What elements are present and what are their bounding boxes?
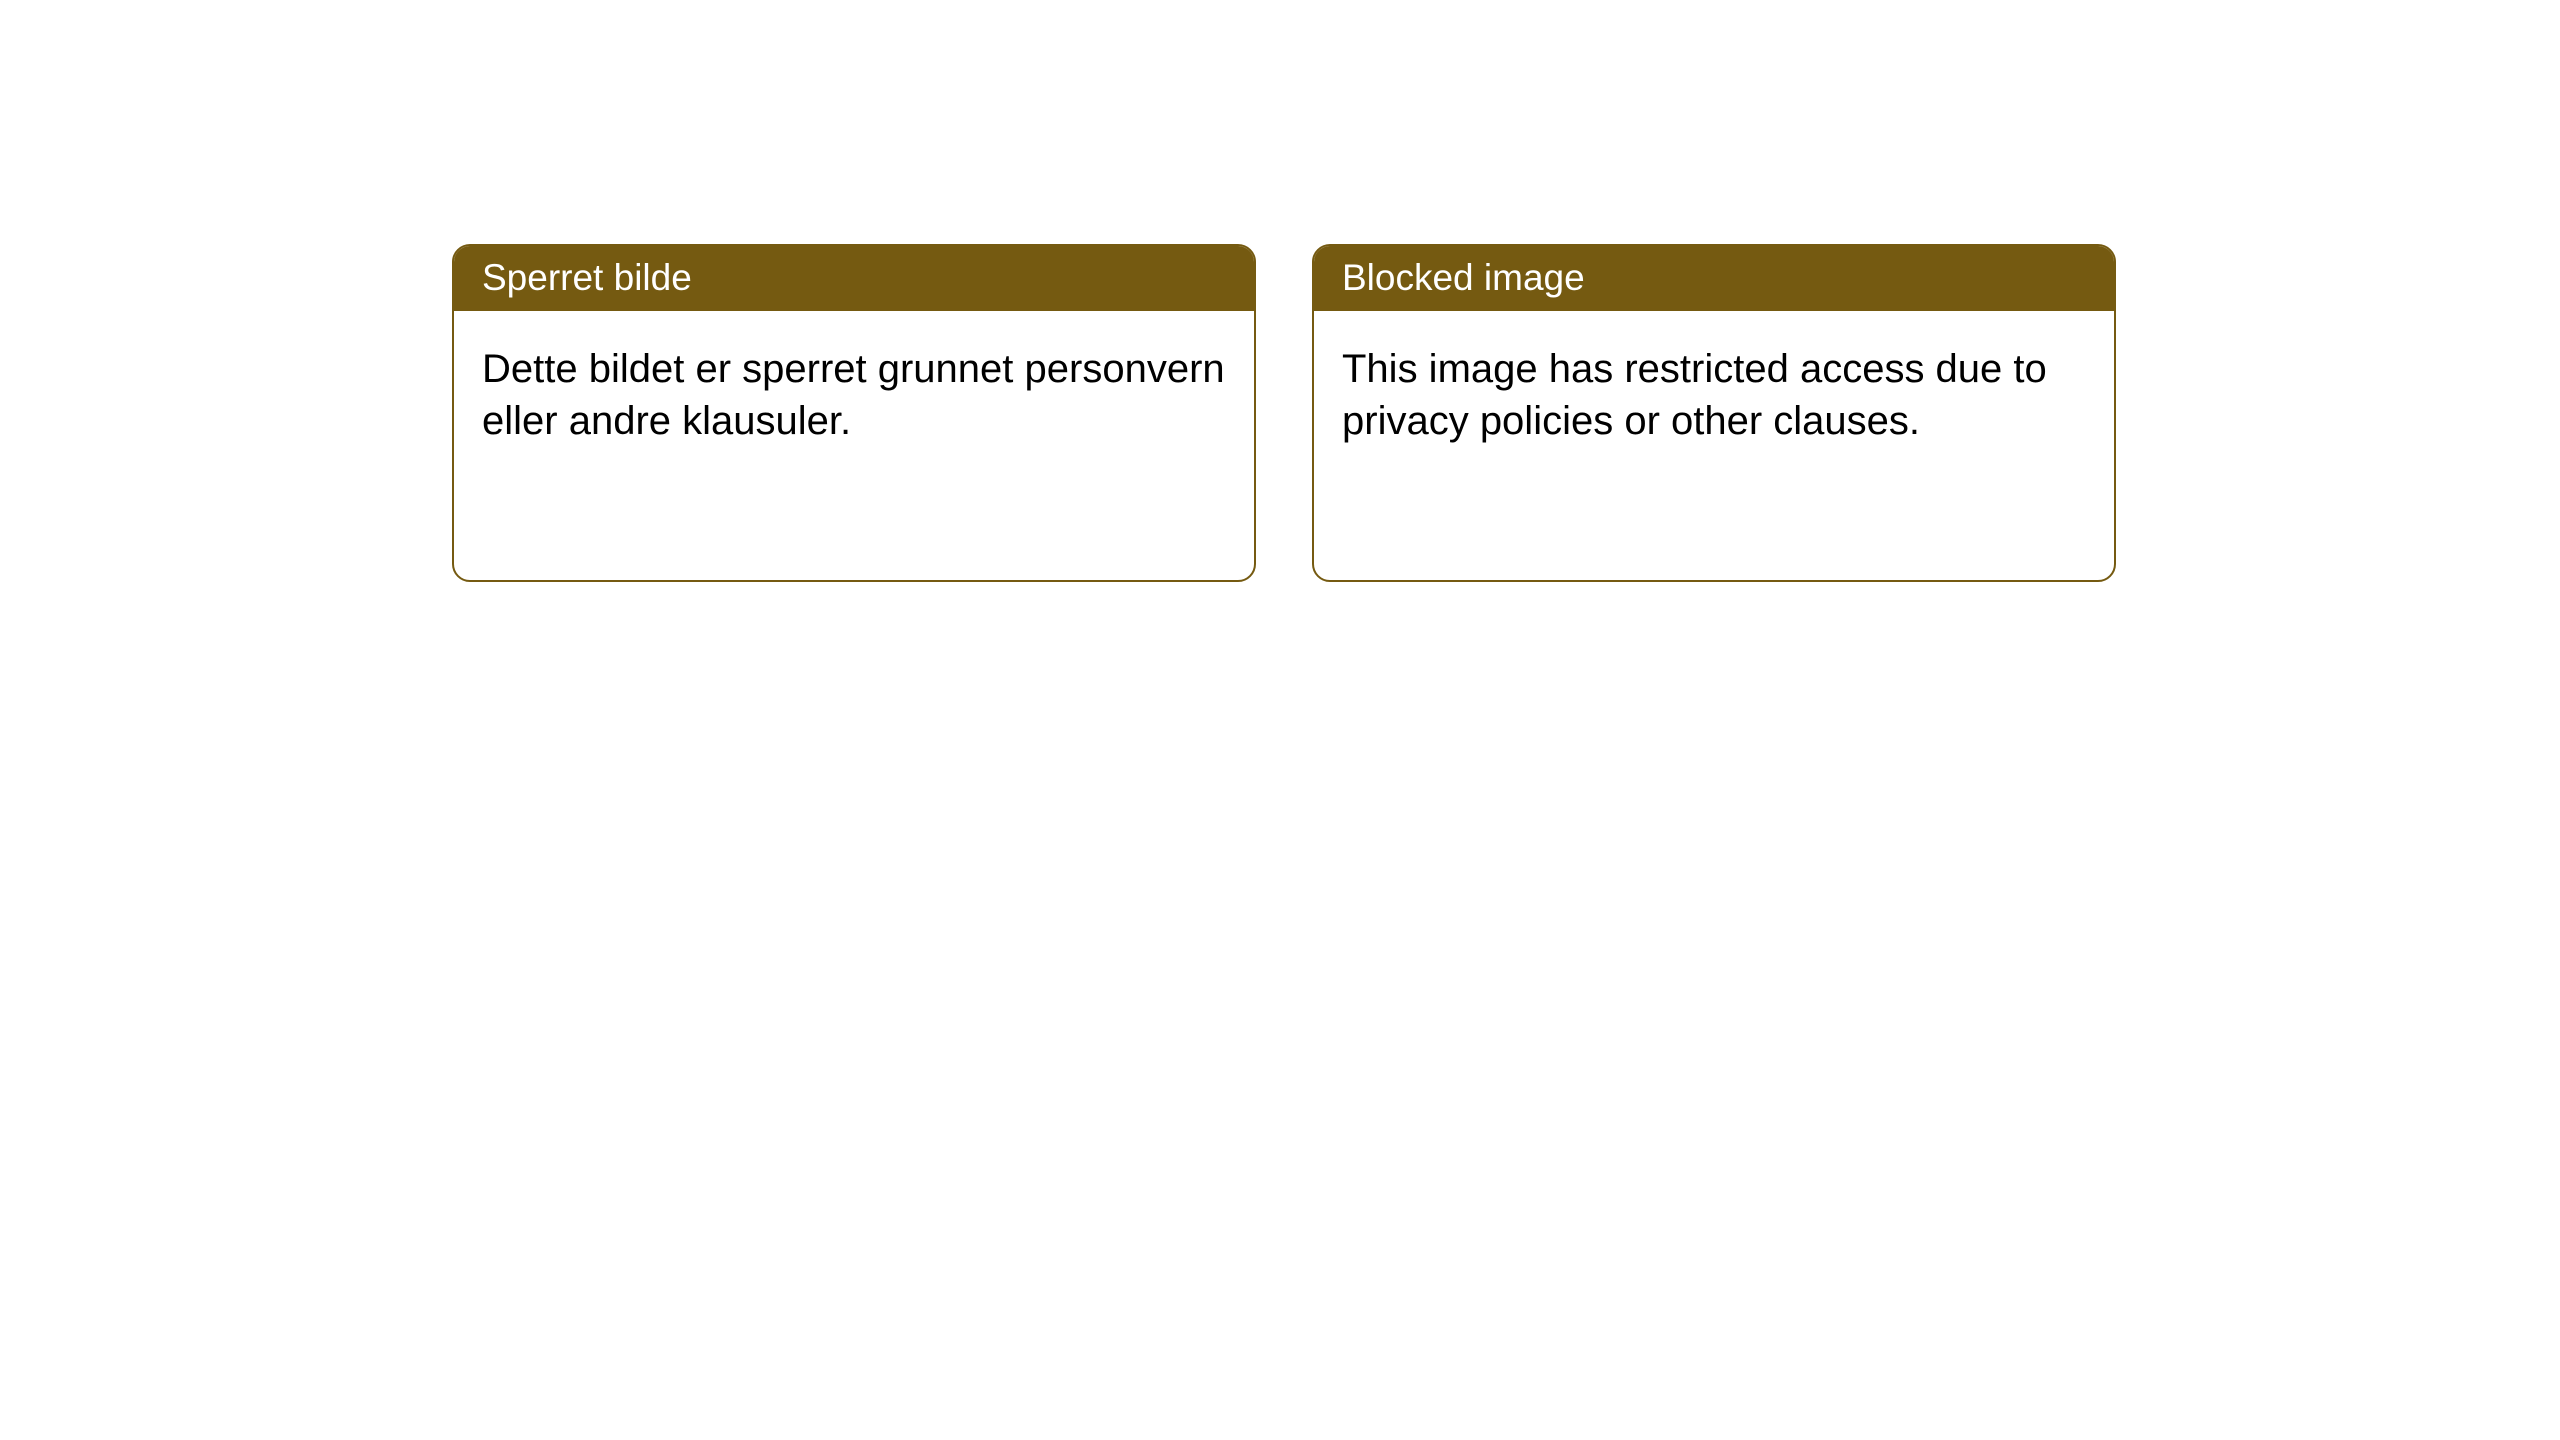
notice-card-right-title: Blocked image — [1314, 246, 2114, 311]
notice-container: Sperret bilde Dette bildet er sperret gr… — [0, 0, 2560, 582]
notice-card-right: Blocked image This image has restricted … — [1312, 244, 2116, 582]
notice-card-right-body: This image has restricted access due to … — [1314, 311, 2114, 475]
notice-card-left-title: Sperret bilde — [454, 246, 1254, 311]
notice-card-left-body: Dette bildet er sperret grunnet personve… — [454, 311, 1254, 475]
notice-card-left: Sperret bilde Dette bildet er sperret gr… — [452, 244, 1256, 582]
